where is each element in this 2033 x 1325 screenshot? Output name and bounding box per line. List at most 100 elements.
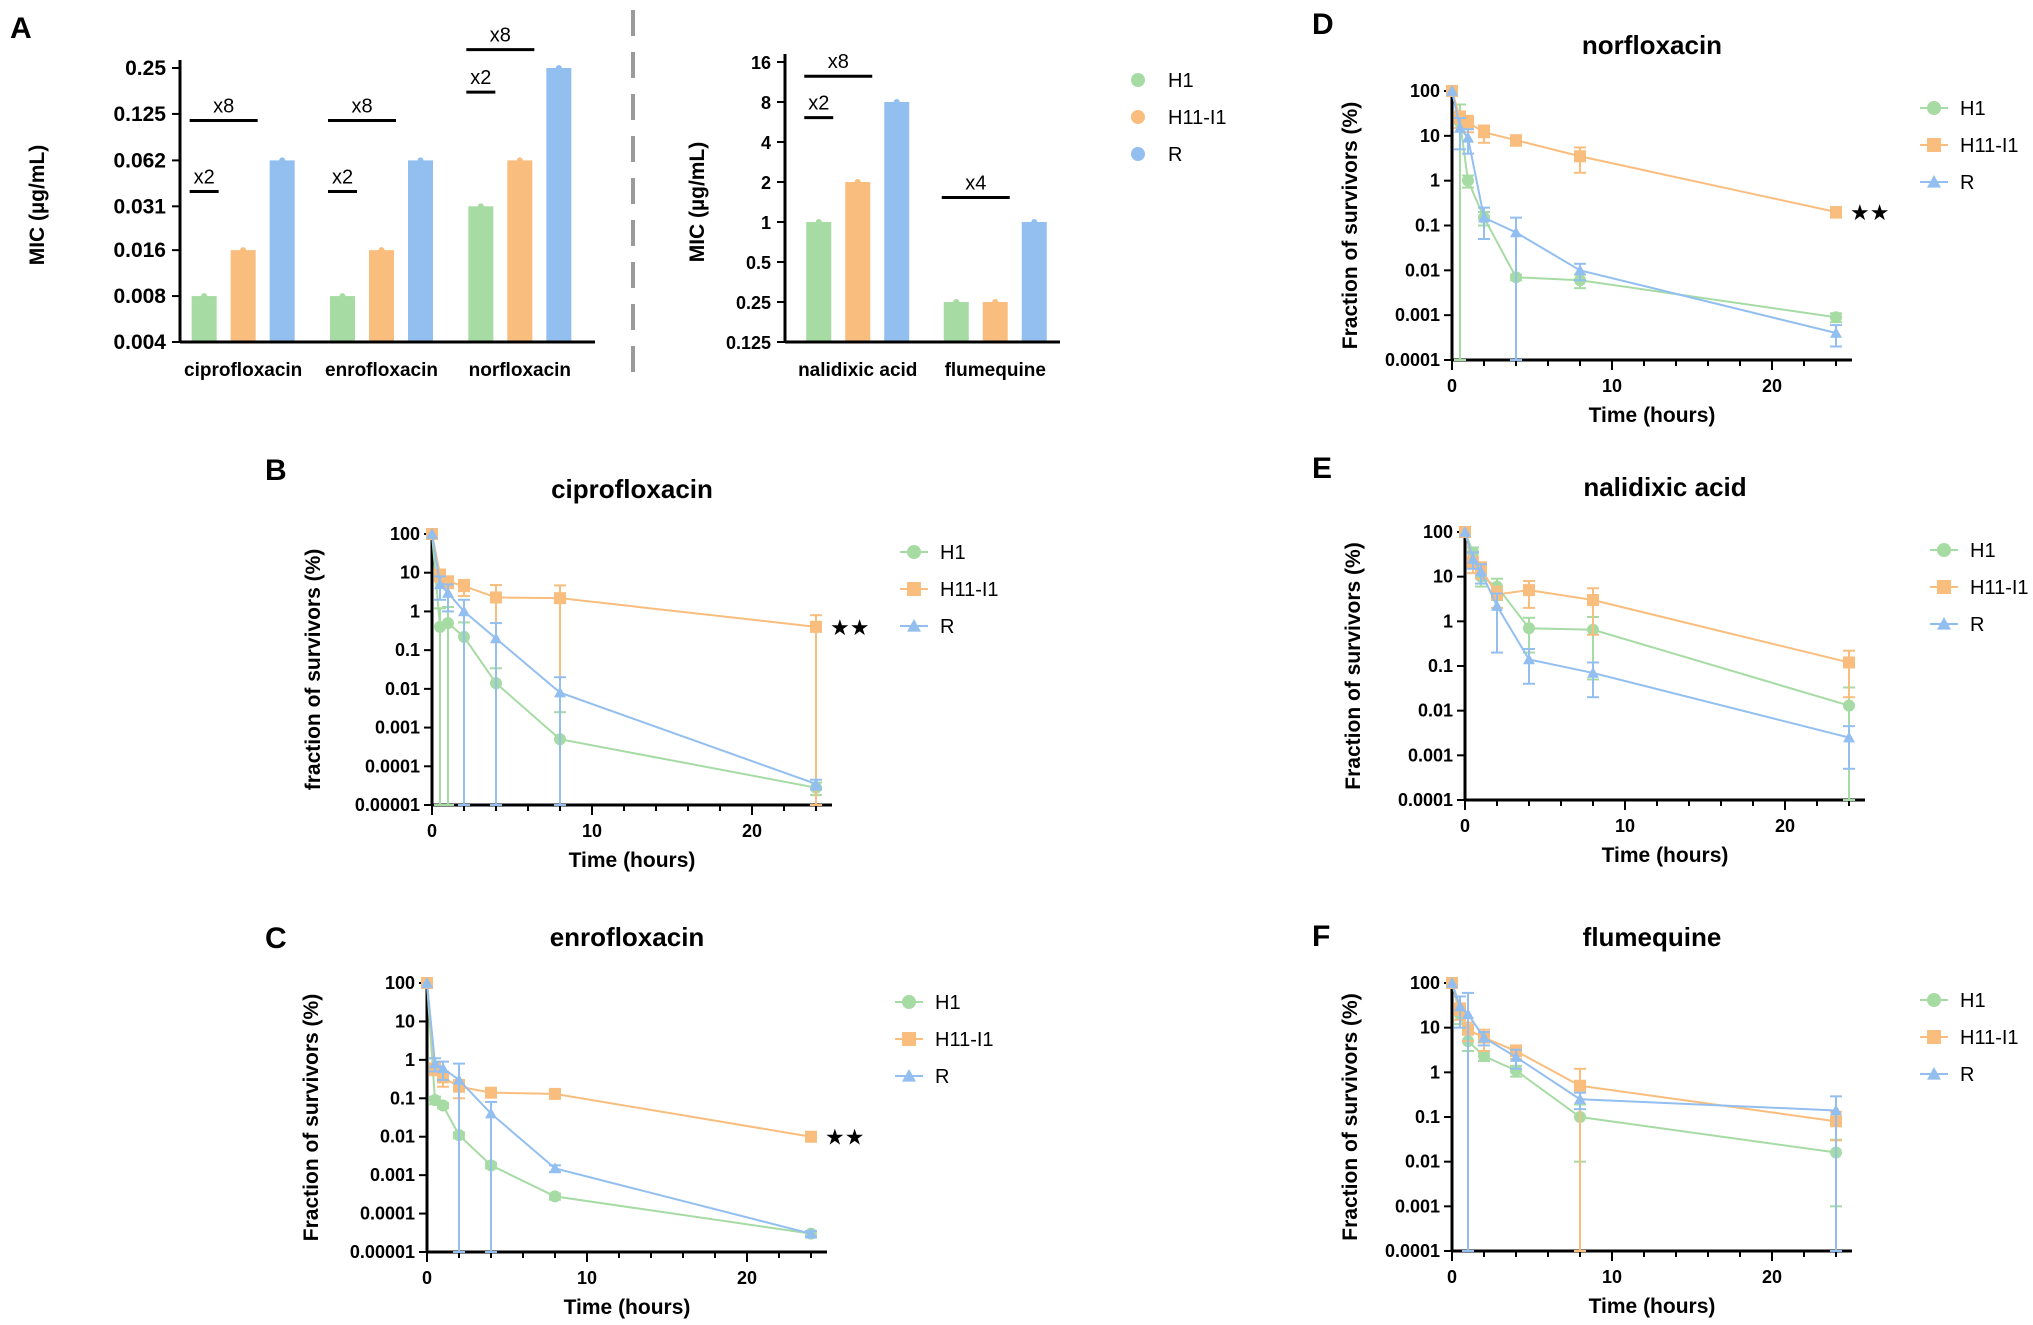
- point-marker: [1523, 622, 1535, 635]
- point-marker: [1830, 1104, 1842, 1116]
- point-marker: [1478, 211, 1490, 223]
- point-marker: [1927, 101, 1941, 115]
- point-marker: [458, 605, 470, 617]
- legend-item-r: R: [1920, 1064, 1974, 1086]
- bar-cap: [201, 293, 208, 300]
- point-marker: [810, 777, 822, 789]
- bar-r: [884, 102, 910, 341]
- legend-label: R: [1960, 172, 1974, 194]
- y-tick-label: 100: [385, 973, 415, 993]
- series-line: [426, 982, 812, 1235]
- x-axis-label: Time (hours): [1589, 404, 1716, 427]
- point-marker: [1927, 993, 1941, 1007]
- legend-label: H11-I1: [1960, 1027, 2019, 1049]
- x-axis-label: Time (hours): [569, 849, 696, 872]
- point-marker: [1574, 1093, 1586, 1105]
- series-line: [1451, 90, 1837, 334]
- y-tick-label: 0.1: [1428, 656, 1453, 676]
- y-tick-label: 100: [1410, 973, 1440, 993]
- y-tick-label: 1: [405, 1050, 415, 1070]
- point-marker: [549, 1190, 561, 1203]
- legend-item-h11-i1: H11-I1: [1930, 577, 2029, 599]
- y-tick-label: 0.01: [385, 679, 420, 699]
- x-tick-label: 10: [582, 821, 602, 841]
- x-tick-label: 10: [577, 1268, 597, 1288]
- point-marker: [1830, 311, 1842, 324]
- point-marker: [1927, 175, 1941, 188]
- y-axis-label: fraction of survivors (%): [302, 549, 325, 791]
- chart-b: ciprofloxacin 0 10 20 100 10 1 0.1 0.01 0.001 0.00…: [302, 474, 999, 872]
- bar-h1: [943, 302, 969, 341]
- bar-h11-i1: [230, 250, 256, 341]
- legend-label: H11-I1: [1168, 107, 1227, 129]
- point-marker: [1454, 1000, 1466, 1012]
- bar-h11-i1: [507, 160, 533, 341]
- legend-item-r: R: [1131, 144, 1182, 166]
- y-tick-label: 0.1: [1415, 1107, 1440, 1127]
- legend-item-h1: H1: [1131, 70, 1194, 92]
- point-marker: [485, 1107, 497, 1119]
- legend: H1 H11-I1 R: [1131, 70, 1227, 166]
- point-marker: [1462, 116, 1474, 129]
- bracket-label: x2: [808, 93, 829, 115]
- y-tick-label: 0.1: [390, 1088, 415, 1108]
- y-tick-label: 0.031: [113, 195, 166, 218]
- bar-cap: [893, 99, 900, 105]
- y-tick-label: 100: [390, 524, 420, 544]
- point-marker: [1587, 594, 1599, 607]
- x-category-label: flumequine: [945, 360, 1046, 381]
- point-marker: [1574, 150, 1586, 163]
- x-axis-label: Time (hours): [1602, 844, 1729, 867]
- series-r: [1446, 977, 1842, 1252]
- legend-marker: [1131, 73, 1145, 87]
- bar-h11-i1: [845, 182, 871, 341]
- series-h11-i1: [1459, 526, 1855, 699]
- point-marker: [490, 591, 502, 604]
- legend-item-h1: H1: [900, 542, 966, 564]
- point-marker: [1462, 174, 1474, 187]
- legend: H1 H11-I1 R: [1930, 540, 2029, 636]
- series-line: [426, 982, 812, 1235]
- y-tick-label: 10: [1433, 567, 1453, 587]
- point-marker: [453, 1073, 465, 1085]
- significance-stars: ★★: [830, 615, 869, 640]
- point-marker: [810, 620, 822, 633]
- point-marker: [902, 995, 916, 1009]
- bracket-label: x8: [828, 51, 849, 73]
- chart-a2: 16 8 4 2 1 0.5 0.25 0.125 MIC (µg/mL) nalidixic a…: [686, 51, 1060, 381]
- legend-label: H1: [1960, 98, 1986, 120]
- bar-r: [546, 68, 572, 341]
- series-r: [426, 528, 822, 806]
- y-tick-label: 0.01: [1418, 701, 1453, 721]
- y-axis-label: MIC (µg/mL): [26, 145, 49, 266]
- y-tick-label: 8: [761, 93, 771, 113]
- bar-h11-i1: [369, 250, 394, 341]
- legend-item-h1: H1: [1930, 540, 1996, 562]
- bar-h1: [806, 222, 832, 341]
- y-axis-label: Fraction of survivors (%): [1339, 102, 1362, 349]
- legend-label: H1: [1168, 70, 1194, 92]
- bracket-label: x2: [470, 67, 491, 89]
- bracket-label: x8: [213, 96, 234, 118]
- x-tick-label: 0: [1447, 1267, 1457, 1287]
- point-marker: [1510, 1064, 1522, 1077]
- point-marker: [907, 545, 921, 559]
- point-marker: [1446, 977, 1458, 988]
- series-h1: [426, 528, 822, 806]
- legend-label: H11-I1: [1970, 577, 2029, 599]
- y-tick-label: 0.1: [395, 640, 420, 660]
- point-marker: [554, 686, 566, 698]
- x-category-label: norfloxacin: [469, 360, 571, 381]
- legend-item-h11-i1: H11-I1: [1920, 1027, 2019, 1049]
- series-line: [1464, 531, 1850, 739]
- y-tick-label: 0.00001: [355, 795, 420, 815]
- point-marker: [1475, 565, 1487, 577]
- y-tick-label: 0.016: [113, 239, 166, 262]
- y-axis-label: MIC (µg/mL): [686, 142, 709, 263]
- legend-marker: [1131, 110, 1145, 124]
- point-marker: [434, 578, 446, 590]
- y-tick-label: 0.062: [113, 149, 166, 172]
- point-marker: [1843, 656, 1855, 669]
- bar-h1: [191, 296, 217, 341]
- point-marker: [1574, 264, 1586, 276]
